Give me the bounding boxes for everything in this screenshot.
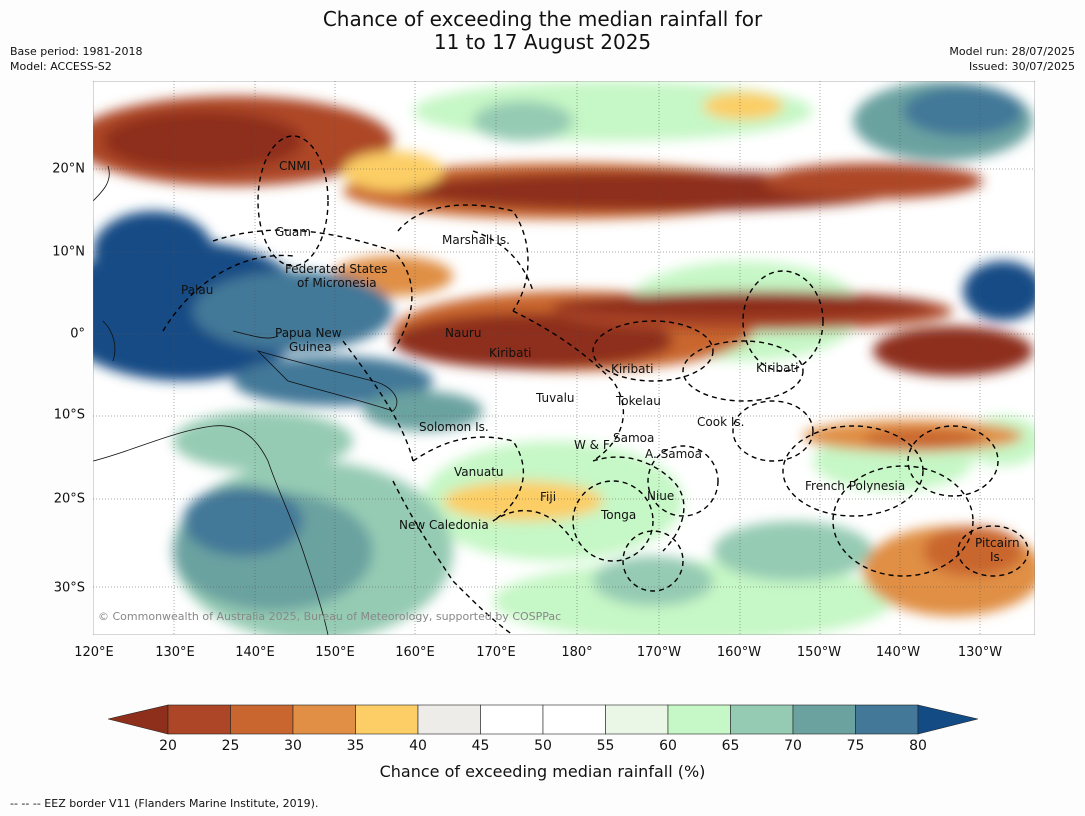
map-svg: CNMI Guam Marshall Is. Federated States … (93, 81, 1035, 635)
lon-tick-120e: 120°E (74, 645, 114, 660)
lat-tick-30s: 30°S (53, 580, 85, 596)
region-label-french-polynesia: French Polynesia (805, 479, 905, 493)
region-label-guam: Guam (275, 225, 311, 239)
lon-tick-150w: 150°W (796, 645, 842, 660)
lon-tick-130w: 130°W (957, 645, 1003, 660)
colorbar-tick-label: 20 (159, 738, 177, 754)
title-line-1: Chance of exceeding the median rainfall … (322, 7, 763, 31)
colorbar-tick-label: 40 (409, 738, 427, 754)
region-labels: CNMI Guam Marshall Is. Federated States … (181, 159, 1020, 564)
region-label-marshall-is: Marshall Is. (442, 233, 510, 247)
model-run: Model run: 28/07/2025 (949, 45, 1075, 58)
lon-tick-170e: 170°E (476, 645, 516, 660)
colorbar-tick-label: 35 (346, 738, 365, 754)
map-title: Chance of exceeding the median rainfall … (0, 8, 1085, 54)
eez-footnote: -- -- -- EEZ border V11 (Flanders Marine… (10, 797, 319, 810)
region-label-pitcairn-line2: Is. (990, 550, 1004, 564)
rainfall-field (93, 81, 1035, 635)
colorbar-swatch (667, 704, 731, 735)
colorbar-tick-label: 45 (471, 738, 490, 754)
colorbar-swatch (230, 704, 294, 735)
model-name: Model: ACCESS-S2 (10, 60, 112, 73)
colorbar-swatch (542, 704, 606, 735)
coastlines (93, 165, 398, 635)
region-label-kiribati-east: Kiribati (756, 361, 798, 375)
colorbar-swatch (355, 704, 419, 735)
meta-right: Model run: 28/07/2025 Issued: 30/07/2025 (949, 44, 1075, 74)
lon-tick-160w: 160°W (716, 645, 762, 660)
colorbar-tick-label: 60 (659, 738, 677, 754)
region-label-solomon-is: Solomon Is. (419, 420, 489, 434)
region-label-fiji: Fiji (540, 490, 556, 504)
colorbar-tick-label: 80 (909, 738, 927, 754)
region-label-png-line2: Guinea (289, 340, 332, 354)
region-label-nauru: Nauru (445, 326, 481, 340)
issued-date: Issued: 30/07/2025 (968, 60, 1075, 73)
colorbar-swatch (730, 704, 794, 735)
region-label-vanuatu: Vanuatu (454, 465, 504, 479)
colorbar-swatches (108, 704, 978, 735)
region-label-cnmi: CNMI (279, 159, 310, 173)
lon-tick-180: 180° (561, 645, 593, 660)
copyright-notice: © Commonwealth of Australia 2025, Bureau… (98, 610, 561, 623)
lon-tick-140e: 140°E (235, 645, 275, 660)
region-label-palau: Palau (181, 283, 213, 297)
region-label-tokelau: Tokelau (615, 394, 661, 408)
region-label-kiribati-central: Kiribati (611, 362, 653, 376)
meta-left: Base period: 1981-2018 Model: ACCESS-S2 (10, 44, 142, 74)
colorbar (108, 704, 978, 735)
colorbar-swatch (417, 704, 481, 735)
rainfall-map: CNMI Guam Marshall Is. Federated States … (93, 81, 1035, 635)
region-label-niue: Niue (647, 489, 674, 503)
lat-tick-20n: 20°N (52, 161, 85, 177)
colorbar-tick-label: 25 (221, 738, 240, 754)
colorbar-tick-label: 75 (846, 738, 865, 754)
lon-tick-170w: 170°W (636, 645, 682, 660)
region-label-png-line1: Papua New (275, 326, 342, 340)
region-label-wallis-futuna: W & F (574, 438, 610, 452)
colorbar-swatch (792, 704, 856, 735)
colorbar-swatch (480, 704, 544, 735)
colorbar-over-arrow (917, 704, 978, 735)
colorbar-tick-label: 70 (784, 738, 802, 754)
region-label-tonga: Tonga (600, 508, 636, 522)
region-label-tuvalu: Tuvalu (535, 391, 575, 405)
colorbar-tick-label: 50 (534, 738, 552, 754)
lat-tick-10n: 10°N (52, 244, 85, 260)
colorbar-under-arrow (108, 704, 169, 735)
region-label-american-samoa: A. Samoa (645, 447, 702, 461)
region-label-kiribati-west: Kiribati (489, 346, 531, 360)
region-label-pitcairn-line1: Pitcairn (975, 536, 1020, 550)
colorbar-swatch (167, 704, 231, 735)
colorbar-tick-label: 55 (596, 738, 615, 754)
colorbar-label: Chance of exceeding median rainfall (%) (379, 762, 706, 781)
region-label-samoa: Samoa (613, 431, 654, 445)
region-label-fsm-line1: Federated States (285, 262, 387, 276)
eez-borders (162, 135, 1029, 635)
lat-tick-20s: 20°S (53, 491, 85, 507)
colorbar-swatch (605, 704, 669, 735)
base-period: Base period: 1981-2018 (10, 45, 143, 58)
lon-tick-140w: 140°W (875, 645, 921, 660)
colorbar-tick-label: 30 (284, 738, 302, 754)
lon-tick-150e: 150°E (315, 645, 355, 660)
colorbar-swatch (292, 704, 356, 735)
title-line-2: 11 to 17 August 2025 (433, 30, 652, 54)
region-label-fsm-line2: of Micronesia (297, 276, 377, 290)
colorbar-swatch (855, 704, 919, 735)
graticule (93, 81, 1035, 635)
lat-tick-10s: 10°S (53, 407, 85, 423)
lat-tick-0: 0° (70, 326, 85, 342)
lon-tick-160e: 160°E (395, 645, 435, 660)
region-label-cook-is: Cook Is. (697, 415, 744, 429)
colorbar-tick-label: 65 (721, 738, 740, 754)
lon-tick-130e: 130°E (155, 645, 195, 660)
region-label-new-caledonia: New Caledonia (399, 518, 489, 532)
